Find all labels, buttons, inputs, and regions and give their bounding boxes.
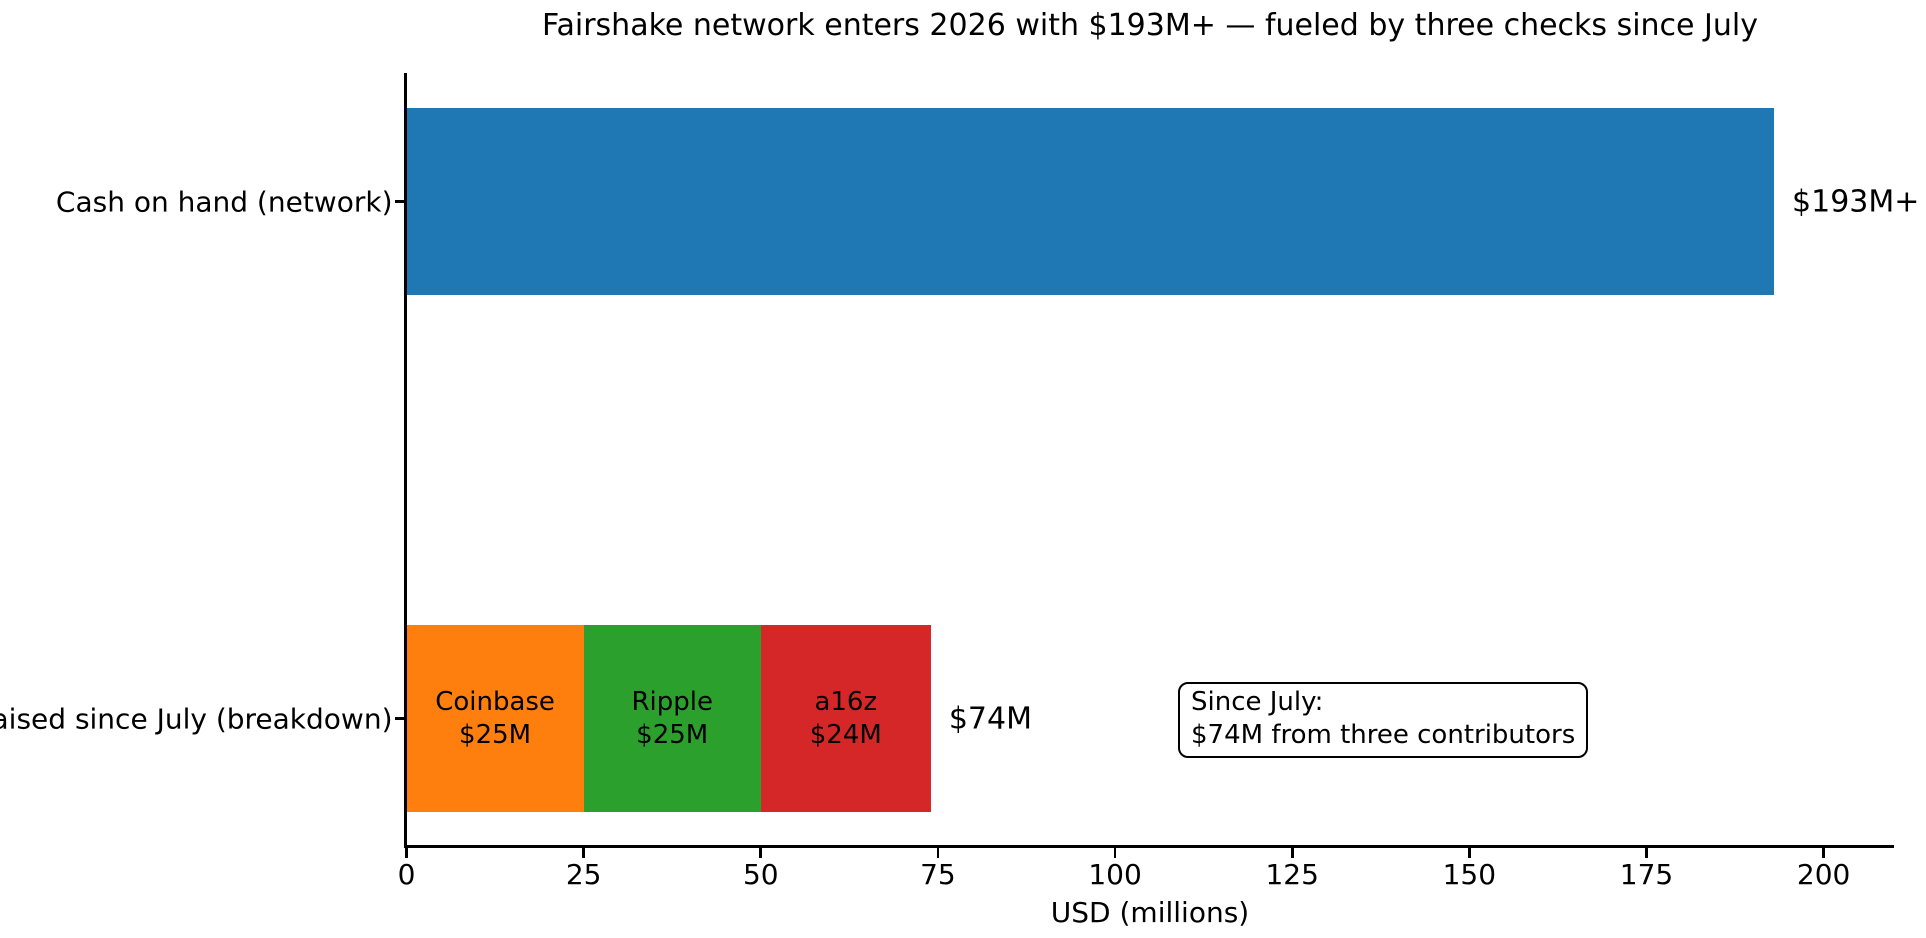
x-tick-mark — [1822, 847, 1825, 858]
x-tick-label: 175 — [1619, 858, 1674, 891]
x-tick-label: 150 — [1442, 858, 1497, 891]
bar-segment-ripple: Ripple $25M — [583, 625, 761, 812]
x-tick-label: 100 — [1088, 858, 1142, 891]
annotation-box: Since July: $74M from three contributors — [1178, 682, 1589, 758]
bar-segment-label: Ripple $25M — [631, 686, 713, 750]
bar-segment-coinbase: Coinbase $25M — [406, 625, 584, 812]
x-tick-label: 200 — [1796, 858, 1851, 891]
x-tick-mark — [936, 847, 940, 858]
x-tick-mark — [1113, 847, 1117, 858]
bar-segment-a16z: a16z $24M — [760, 625, 931, 812]
x-tick-mark — [759, 847, 763, 858]
y-axis-category-label: Raised since July (breakdown) — [0, 702, 393, 735]
x-tick-label: 75 — [920, 858, 956, 891]
x-tick-mark — [1468, 847, 1471, 858]
y-tick-mark — [395, 200, 406, 203]
y-axis-category-label: Cash on hand (network) — [55, 185, 393, 218]
bar-value-label: $193M+ — [1792, 184, 1920, 219]
bar-value-label: $74M — [948, 701, 1032, 736]
x-tick-mark — [582, 847, 585, 858]
y-tick-mark — [395, 717, 406, 720]
x-tick-label: 50 — [742, 858, 779, 891]
x-tick-mark — [1645, 847, 1648, 858]
bar-segment-cash-on-hand — [406, 108, 1775, 295]
y-axis-spine — [404, 73, 407, 848]
x-tick-label: 0 — [397, 858, 416, 891]
x-axis-label: USD (millions) — [1050, 896, 1250, 929]
x-tick-label: 125 — [1265, 858, 1319, 891]
x-tick-label: 25 — [565, 858, 602, 891]
x-axis-spine — [404, 845, 1894, 848]
chart-title: Fairshake network enters 2026 with $193M… — [542, 8, 1758, 43]
bar-segment-label: a16z $24M — [809, 686, 882, 750]
bar-segment-label: Coinbase $25M — [435, 686, 555, 750]
x-tick-mark — [1290, 847, 1294, 858]
x-tick-mark — [405, 847, 408, 858]
